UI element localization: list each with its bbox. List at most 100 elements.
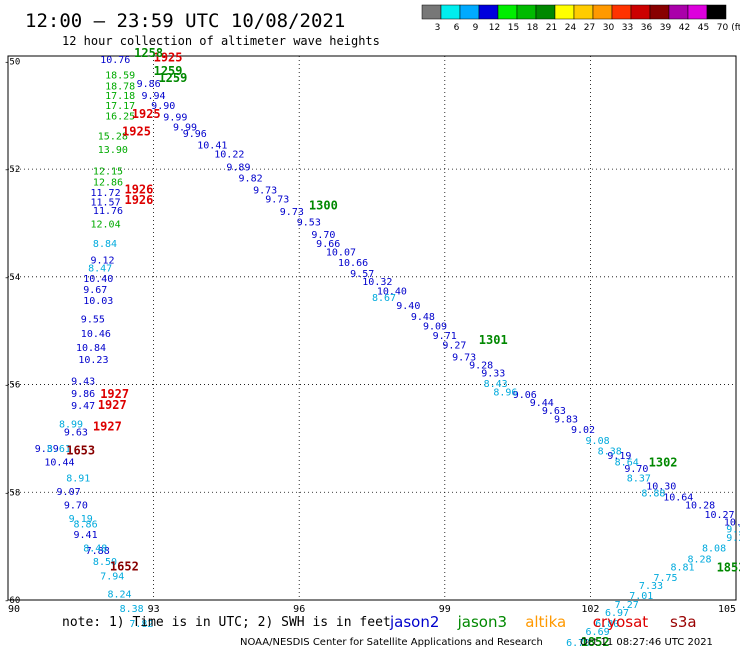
data-label-time-labels-green: 1853: [717, 560, 740, 574]
scale-swatch: [440, 4, 461, 20]
data-label-jason2-light: 8.38: [120, 604, 144, 615]
data-label-jason2: 9.09: [423, 322, 447, 333]
data-label-jason2: 9.48: [411, 312, 435, 323]
data-label-jason2: 9.86: [71, 389, 95, 400]
scale-swatch: [573, 4, 594, 20]
data-label-jason2: 10.66: [338, 258, 368, 269]
data-label-cryosat: 1927: [100, 387, 129, 401]
data-label-cryosat: 1925: [132, 107, 161, 121]
data-label-jason2-light: 6.69: [586, 627, 610, 638]
data-label-jason2: 7.88: [86, 546, 110, 557]
data-label-jason2: 9.99: [173, 122, 197, 133]
data-label-cryosat: 1927: [98, 398, 127, 412]
scale-label: 33: [622, 23, 633, 33]
data-label-jason2-light: 7.27: [615, 600, 639, 611]
data-label-jason3: 15.28: [98, 131, 128, 142]
scale-swatch: [497, 4, 518, 20]
scale-label: 18: [527, 23, 539, 33]
data-label-jason2: 10.40: [377, 287, 407, 298]
data-label-jason2-light: 8.88: [641, 489, 665, 500]
y-tick-label: -50: [4, 57, 20, 67]
data-label-jason2: 10.30: [646, 482, 676, 493]
scale-label: 39: [660, 23, 672, 33]
satellite-s3a: s3a: [670, 613, 697, 631]
satellite-altika: altika: [525, 613, 566, 631]
data-label-jason2: 10.03: [83, 296, 113, 307]
data-label-time-labels-green: 1301: [479, 333, 508, 347]
scale-swatch: [459, 4, 480, 20]
data-label-jason3: 12.86: [93, 177, 123, 188]
data-label-jason2: 9.70: [624, 464, 648, 475]
data-label-jason2: 10.41: [197, 141, 227, 152]
data-label-jason2: 10.84: [76, 343, 106, 354]
data-label-jason2-light: 8.43: [484, 379, 508, 390]
scale-label: 30: [603, 23, 615, 33]
satellite-cryosat: cryosat: [593, 613, 648, 631]
data-label-jason2-light: 9.08: [586, 436, 610, 447]
scale-label: 12: [489, 23, 500, 33]
data-label-jason2: 9.41: [74, 530, 98, 541]
data-label-s3a: 1652: [110, 559, 139, 573]
data-label-jason2: 9.70: [311, 230, 335, 241]
data-label-jason2: 9.86: [137, 79, 161, 90]
data-label-jason2: 9.06: [513, 390, 537, 401]
x-tick-label: 90: [8, 604, 20, 615]
x-tick-label: 102: [581, 604, 599, 615]
y-tick-label: -58: [4, 488, 20, 498]
data-label-jason2: 9.67: [83, 285, 107, 296]
scale-label: 36: [641, 23, 653, 33]
data-label-jason2-light: 8.47: [88, 263, 112, 274]
data-label-jason3: 18.59: [105, 71, 135, 82]
data-label-jason2: 9.33: [481, 368, 505, 379]
data-label-jason2: 9.28: [469, 360, 493, 371]
data-label-cryosat: 1925: [122, 125, 151, 139]
data-label-time-labels-green: 1259: [158, 71, 187, 85]
data-label-jason2: 11.76: [93, 206, 123, 217]
data-label-jason2: 10.64: [663, 492, 693, 503]
data-label-jason3: 18.78: [105, 81, 135, 92]
axis-ticks: 90 93 96 99 102 105 -50 -52 -54 -56 -58 -60: [4, 57, 736, 615]
data-label-jason2: 9.99: [163, 113, 187, 124]
data-label-jason2-light: 7.01: [629, 591, 653, 602]
data-label-jason2: 11.57: [91, 198, 121, 209]
x-tick-label: 99: [439, 604, 451, 615]
scale-label: 3: [435, 23, 441, 33]
scale-swatch: [630, 4, 651, 20]
data-label-jason2: 9.44: [530, 398, 554, 409]
data-label-jason2: 10.07: [326, 247, 356, 258]
scale-swatch: [516, 4, 537, 20]
data-label-jason2: 9.94: [141, 91, 165, 102]
scale-label: 9: [473, 23, 479, 33]
data-label-jason2: 9.55: [81, 315, 105, 326]
data-label-jason2: 9.73: [280, 207, 304, 218]
scale-swatch: [611, 4, 632, 20]
data-label-jason2-light: 8.96: [493, 387, 517, 398]
data-label-jason2: 10.23: [78, 355, 108, 366]
data-label-jason2: 9.02: [571, 425, 595, 436]
data-label-time-labels-green: 1259: [154, 64, 183, 78]
x-tick-label: 105: [718, 604, 736, 615]
data-label-jason2-light: 8.28: [687, 554, 711, 565]
data-label-jason2: 9.43: [71, 377, 95, 388]
chart-subtitle: 12 hour collection of altimeter wave hei…: [62, 34, 380, 48]
data-label-jason2: 9.73: [253, 185, 277, 196]
scale-label: 15: [508, 23, 519, 33]
data-labels: 10.769.869.949.909.999.999.9610.4110.229…: [35, 46, 740, 649]
x-tick-label: 96: [293, 604, 305, 615]
scale-swatch: [706, 4, 727, 20]
data-label-jason2-light: 6.80: [595, 619, 619, 630]
data-label-jason2: 10.22: [214, 149, 244, 160]
y-tick-label: -56: [4, 381, 20, 391]
data-label-jason2: 9.47: [71, 401, 95, 412]
data-label-jason2: 10.62: [724, 518, 740, 529]
plot-frame: [7, 55, 737, 601]
data-label-jason2-light: 7.82: [129, 619, 153, 630]
data-label-jason2-light: 8.61: [47, 444, 71, 455]
scale-swatch: [687, 4, 708, 20]
scale-unit: (ft): [731, 23, 740, 33]
x-tick-label: 93: [148, 604, 160, 615]
scale-swatch: [592, 4, 613, 20]
data-label-jason2-light: 8.50: [93, 557, 117, 568]
data-label-jason2: 10.40: [83, 274, 113, 285]
scale-label: 45: [698, 23, 709, 33]
